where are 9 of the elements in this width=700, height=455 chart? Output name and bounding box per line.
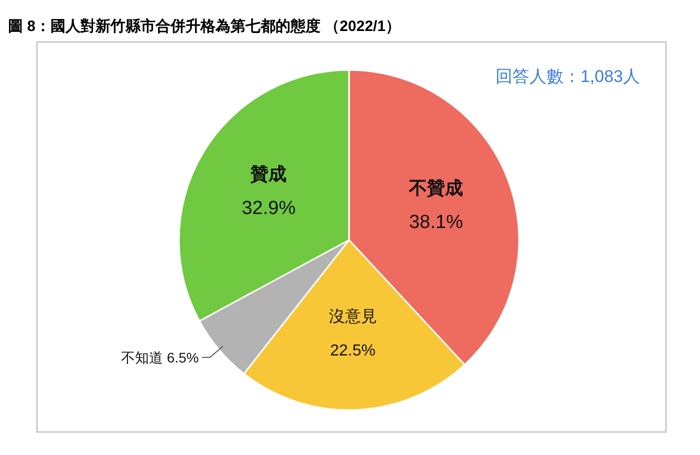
- text: 回答人數：1,083人: [495, 67, 640, 86]
- data-label: 22.5%: [330, 342, 376, 360]
- slice-label: 不贊成: [408, 178, 464, 198]
- slice-label: 贊成: [250, 164, 287, 184]
- data-label: 32.9%: [242, 198, 296, 220]
- chart-title: 圖 8：國人對新竹縣市合併升格為第七都的態度 （2022/1）: [8, 17, 401, 35]
- slice-label: 不知道 6.5%: [121, 349, 199, 366]
- slice-label: 沒意見: [328, 307, 377, 326]
- data-label: 38.1%: [409, 212, 464, 233]
